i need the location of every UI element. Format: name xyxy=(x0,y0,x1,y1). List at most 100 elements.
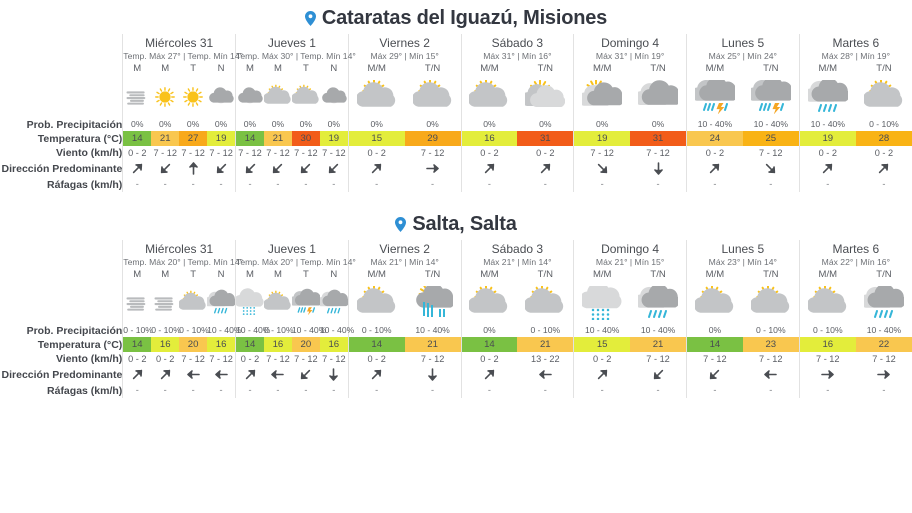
wind-cell: 7 - 12 xyxy=(420,354,445,364)
day-prec: 0 - 10% 10 - 40% xyxy=(347,324,461,337)
day-temps-summary: Máx 31° | Mín 16° xyxy=(483,51,552,61)
weather-icon-partly-cloudy-day xyxy=(263,290,291,310)
day-column-header: Miércoles 31 Temp. Máx 20° | Temp. Mín 1… xyxy=(122,240,243,282)
slot-label: M/M xyxy=(367,269,386,280)
gust-cell: - xyxy=(713,179,717,189)
slot-label: N xyxy=(330,269,338,280)
day-temp: 19 31 xyxy=(573,131,687,146)
weather-icon-sunny xyxy=(155,87,176,107)
day-wind: 0 - 2 0 - 2 xyxy=(798,146,912,160)
section-divider xyxy=(0,192,912,206)
arrow-ne-icon xyxy=(131,368,144,381)
prec-cell: 0 - 10% xyxy=(869,119,899,129)
prec-cell: 0 - 10% xyxy=(263,325,294,335)
temp-cell: 22 xyxy=(855,337,912,352)
weather-icon-fog xyxy=(126,91,146,105)
day-column-header: Viernes 2 Máx 21° | Mín 14° M/M T/N xyxy=(347,240,461,282)
prec-cell: 0 - 10% xyxy=(179,325,209,335)
weather-icon-thunderstorm xyxy=(694,80,735,114)
slot-label: T xyxy=(190,63,197,74)
day-prec: 0% 0% 0% 0% xyxy=(122,118,236,131)
arrow-sw-icon xyxy=(708,368,721,381)
wind-direction-cell xyxy=(405,366,461,383)
gust-cell: - xyxy=(769,385,773,395)
location-pin-icon xyxy=(395,217,407,232)
day-gust: ---- xyxy=(122,177,236,192)
gust-cell: - xyxy=(600,179,604,189)
arrow-w-icon xyxy=(764,368,778,381)
day-name: Jueves 1 xyxy=(267,242,316,256)
day-direction xyxy=(347,366,461,383)
day-direction xyxy=(573,160,687,177)
wind-direction-cell xyxy=(236,160,264,177)
day-wind: 0 - 2 13 - 22 xyxy=(460,352,574,366)
day-wind: 0 - 2 7 - 12 xyxy=(347,352,461,366)
day-temp: 14 21 xyxy=(460,337,574,352)
weather-icon-showers xyxy=(236,288,264,316)
arrow-ne-icon xyxy=(596,368,609,381)
row-label-dir: Dirección Predominante xyxy=(1,368,123,381)
day-gust: ---- xyxy=(235,177,349,192)
wind-direction-cell xyxy=(151,366,179,383)
weather-icon-partly-cloudy-day xyxy=(291,84,319,104)
wind-cell: 7 - 12 xyxy=(153,148,177,158)
wind-cell: 7 - 12 xyxy=(322,148,346,158)
wind-cell: 7 - 12 xyxy=(872,354,896,364)
weather-icon-cell xyxy=(236,76,264,118)
forecast-icon-row xyxy=(0,282,912,324)
weather-icon-partly-cloudy-day xyxy=(750,286,789,313)
weather-icon-cell xyxy=(207,76,235,118)
wind-cell: 0 - 2 xyxy=(367,148,386,158)
weather-icon-partly-cloudy-day xyxy=(469,80,508,107)
weather-icon-cell xyxy=(517,282,573,324)
forecast-table: Miércoles 31 Temp. Máx 20° | Temp. Mín 1… xyxy=(0,240,912,398)
weather-icon-partly-cloudy-day xyxy=(179,290,206,310)
wind-direction-cell xyxy=(207,366,235,383)
day-temp: 16 22 xyxy=(798,337,912,352)
header-spacer xyxy=(0,34,123,76)
temp-cell: 16 xyxy=(319,337,348,352)
day-temps-summary: Máx 25° | Mín 24° xyxy=(708,51,777,61)
slot-label: M/M xyxy=(480,63,499,74)
day-prec: 0% 0 - 10% xyxy=(460,324,574,337)
prec-cell: 10 - 40% xyxy=(810,119,845,129)
city-title: Cataratas del Iguazú, Misiones xyxy=(0,0,912,34)
city-name: Salta, Salta xyxy=(412,213,517,235)
wind-direction-cell xyxy=(800,160,856,177)
wind-direction-cell xyxy=(630,366,686,383)
arrow-sw-icon xyxy=(299,162,312,175)
wind-cell: 0 - 2 xyxy=(128,354,147,364)
weather-icon-cell xyxy=(743,76,799,118)
day-gust: -- xyxy=(347,383,461,398)
gust-cell: - xyxy=(826,385,830,395)
arrow-ne-icon xyxy=(159,368,172,381)
row-label-temp: Temperatura (°C) xyxy=(37,338,123,351)
weather-icon-cell xyxy=(574,282,630,324)
wind-cell: 7 - 12 xyxy=(322,354,346,364)
forecast-prec-row: Prob. Precipitación 0% 0% 0% 0% 0% 0% 0% 0% 0% 0% 0… xyxy=(0,118,912,131)
weather-icon-cloudy-night xyxy=(321,87,347,104)
wind-cell: 7 - 12 xyxy=(759,148,783,158)
day-column-header: Domingo 4 Máx 31° | Mín 19° M/M T/N xyxy=(573,34,687,76)
prec-cell: 0% xyxy=(243,119,257,129)
day-direction xyxy=(685,366,800,383)
temp-cell: 19 xyxy=(319,131,348,146)
weather-icon-fog xyxy=(154,297,174,311)
slot-label: T/N xyxy=(424,63,441,74)
wind-direction-cell xyxy=(630,160,686,177)
city-forecast-block: Salta, Salta Miércoles 31 Temp. Máx 20° … xyxy=(0,206,912,398)
day-gust: ---- xyxy=(122,383,236,398)
slot-label: T/N xyxy=(537,269,553,280)
weather-icon-cell xyxy=(405,282,461,324)
wind-cell: 7 - 12 xyxy=(703,354,727,364)
day-column-header: Lunes 5 Máx 25° | Mín 24° M/M T/N xyxy=(685,34,800,76)
day-temp: 19 28 xyxy=(798,131,912,146)
prec-cell: 0% xyxy=(595,119,609,129)
gust-cell: - xyxy=(276,385,280,395)
forecast-table: Miércoles 31 Temp. Máx 27° | Temp. Mín 1… xyxy=(0,34,912,192)
gust-cell: - xyxy=(332,385,336,395)
forecast-temp-row: Temperatura (°C) 14 21 27 19 14 21 30 19 15 29 16 31… xyxy=(0,131,912,146)
temp-cell: 24 xyxy=(686,131,743,146)
temp-cell: 28 xyxy=(855,131,912,146)
forecast-prec-row: Prob. Precipitación 0 - 10% 0 - 10% 0 - 10%… xyxy=(0,324,912,337)
